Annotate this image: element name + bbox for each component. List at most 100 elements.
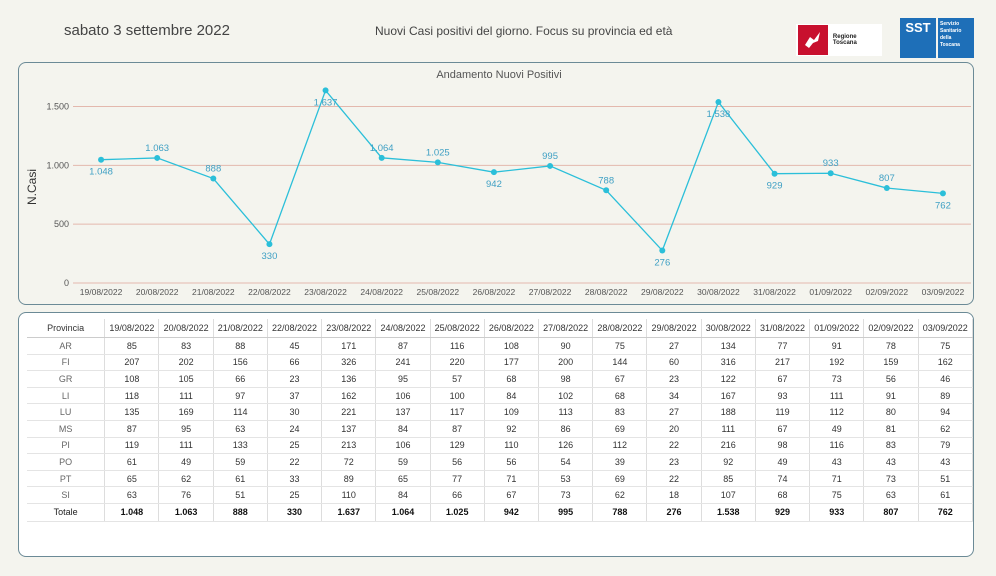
cell-value: 22 [646, 470, 702, 488]
x-tick-label: 28/08/2022 [585, 287, 628, 297]
cell-value: 87 [375, 337, 431, 355]
cell-value: 34 [646, 387, 702, 405]
cell-value: 66 [430, 486, 485, 504]
cell-value: 807 [863, 502, 919, 522]
data-point [939, 190, 946, 197]
cell-value: 162 [321, 387, 377, 405]
cell-value: 75 [918, 337, 974, 355]
cell-value: 91 [863, 387, 919, 405]
province-name: PT [27, 470, 106, 488]
cell-value: 56 [484, 453, 540, 471]
cell-value: 53 [538, 470, 594, 488]
cell-value: 68 [592, 387, 648, 405]
x-tick-label: 01/09/2022 [809, 287, 852, 297]
cell-value: 69 [592, 470, 648, 488]
x-tick-label: 21/08/2022 [192, 287, 235, 297]
column-header-date: 02/09/2022 [863, 319, 919, 338]
cell-value: 77 [430, 470, 485, 488]
sst-logo: SST Servizio Sanitario della Toscana [900, 18, 974, 58]
x-tick-label: 30/08/2022 [697, 287, 740, 297]
cell-value: 33 [267, 470, 323, 488]
cell-value: 27 [646, 403, 702, 421]
cell-value: 1.637 [321, 502, 377, 522]
cell-value: 1.063 [158, 502, 214, 522]
cell-value: 83 [158, 337, 214, 355]
sst-line: Servizio [940, 21, 960, 27]
cell-value: 76 [158, 486, 214, 504]
cell-value: 316 [701, 354, 756, 372]
cell-value: 20 [646, 420, 702, 438]
cell-value: 118 [104, 387, 160, 405]
cell-value: 192 [809, 354, 865, 372]
cell-value: 87 [104, 420, 160, 438]
cell-value: 97 [213, 387, 268, 405]
cell-value: 188 [701, 403, 756, 421]
cell-value: 83 [863, 437, 919, 455]
total-row: Totale 1.048 1.063 888 330 1.637 1.064 1.025 942… [27, 502, 974, 522]
cell-value: 63 [104, 486, 160, 504]
cell-value: 89 [321, 470, 377, 488]
cell-value: 788 [592, 502, 648, 522]
cell-value: 134 [701, 337, 756, 355]
cell-value: 68 [484, 370, 540, 388]
cell-value: 1.025 [430, 502, 485, 522]
regione-toscana-label: Regione Toscana [832, 34, 857, 46]
table-row: PI 119 111 133 25 213 106 129 110 126 112 22 216 98 11… [27, 437, 974, 455]
cell-value: 220 [430, 354, 485, 372]
cell-value: 78 [863, 337, 919, 355]
x-tick-label: 25/08/2022 [417, 287, 460, 297]
y-tick-label: 1.000 [46, 160, 69, 170]
cell-value: 942 [484, 502, 540, 522]
cell-value: 1.064 [375, 502, 431, 522]
cell-value: 202 [158, 354, 214, 372]
cell-value: 110 [484, 437, 540, 455]
cell-value: 105 [158, 370, 214, 388]
province-name: PO [27, 453, 106, 471]
cell-value: 75 [592, 337, 648, 355]
cell-value: 63 [213, 420, 268, 438]
x-tick-label: 26/08/2022 [473, 287, 516, 297]
x-tick-label: 03/09/2022 [922, 287, 965, 297]
cell-value: 108 [484, 337, 540, 355]
cell-value: 95 [375, 370, 431, 388]
y-tick-label: 500 [54, 219, 69, 229]
data-label: 788 [598, 175, 614, 186]
province-name: FI [27, 354, 106, 372]
column-header-date: 25/08/2022 [430, 319, 485, 338]
sst-logo-text: Servizio Sanitario della Toscana [938, 18, 974, 58]
cell-value: 159 [863, 354, 919, 372]
x-tick-label: 19/08/2022 [80, 287, 123, 297]
cell-value: 112 [809, 403, 865, 421]
data-label: 933 [823, 158, 839, 169]
cell-value: 114 [213, 403, 268, 421]
cell-value: 100 [430, 387, 485, 405]
cell-value: 84 [375, 486, 431, 504]
data-label: 1.048 [89, 167, 113, 178]
data-point [490, 169, 497, 176]
cell-value: 51 [918, 470, 974, 488]
cell-value: 62 [592, 486, 648, 504]
cell-value: 22 [646, 437, 702, 455]
x-tick-label: 31/08/2022 [753, 287, 796, 297]
x-tick-label: 24/08/2022 [360, 287, 403, 297]
cell-value: 24 [267, 420, 323, 438]
series-line [101, 89, 943, 252]
column-header-date: 23/08/2022 [321, 319, 377, 338]
x-tick-label: 23/08/2022 [304, 287, 347, 297]
sst-logo-mark: SST [900, 18, 936, 58]
cell-value: 216 [701, 437, 756, 455]
pegasus-icon [798, 25, 828, 55]
cell-value: 330 [267, 502, 323, 522]
cell-value: 77 [755, 337, 811, 355]
province-name: Totale [27, 502, 106, 522]
cell-value: 18 [646, 486, 702, 504]
cell-value: 83 [592, 403, 648, 421]
cell-value: 59 [375, 453, 431, 471]
cell-value: 73 [809, 370, 865, 388]
cell-value: 71 [484, 470, 540, 488]
cell-value: 43 [863, 453, 919, 471]
province-name: PI [27, 437, 106, 455]
report-subtitle: Nuovi Casi positivi del giorno. Focus su… [375, 24, 673, 38]
y-tick-label: 0 [64, 278, 69, 288]
cell-value: 111 [158, 387, 214, 405]
